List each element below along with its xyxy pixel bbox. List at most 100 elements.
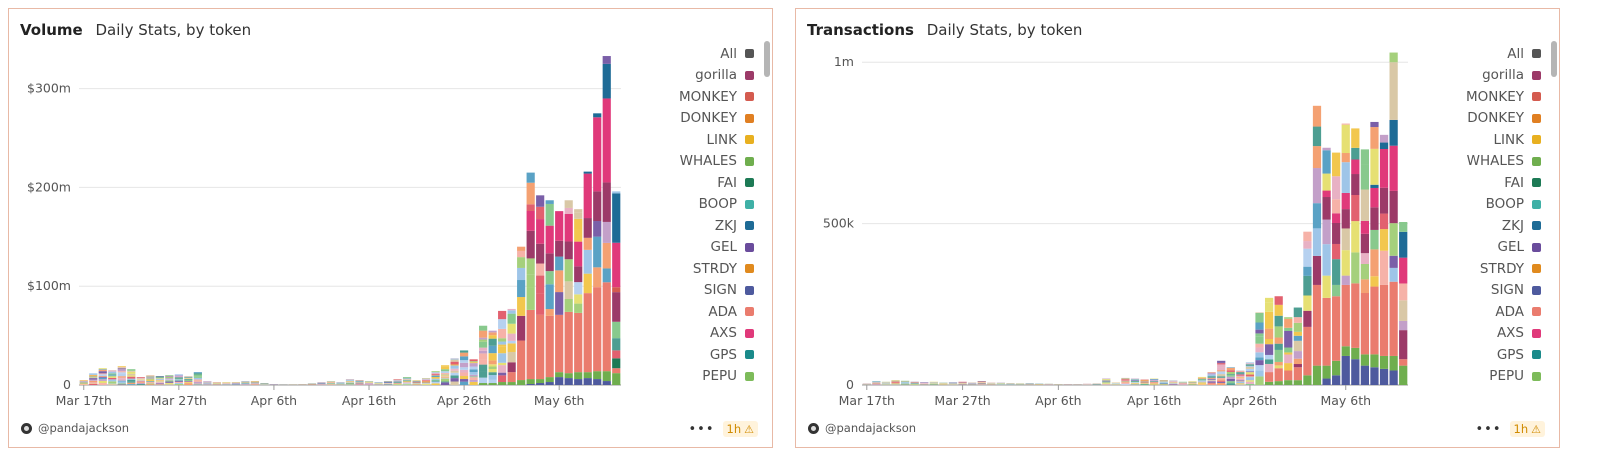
bar-segment-other[interactable] <box>612 338 621 351</box>
bar-segment-ada[interactable] <box>555 314 564 373</box>
bar-segment-other[interactable] <box>469 361 478 363</box>
bar-segment-other[interactable] <box>1322 173 1331 191</box>
bar-segment-other[interactable] <box>184 382 193 384</box>
bar-segment-other[interactable] <box>1121 378 1130 380</box>
bar-segment-whales[interactable] <box>536 379 545 384</box>
bar-segment-other[interactable] <box>1322 147 1331 151</box>
bar-segment-other[interactable] <box>1293 331 1302 336</box>
bar-segment-other[interactable] <box>117 376 126 378</box>
bar-segment-ada[interactable] <box>593 287 602 372</box>
bar-segment-other[interactable] <box>440 369 450 372</box>
bar-segment-other[interactable] <box>345 382 355 383</box>
bar-segment-other[interactable] <box>1150 378 1159 380</box>
bar-segment-other[interactable] <box>412 383 421 385</box>
bar-4[interactable] <box>117 366 126 385</box>
bar-segment-other[interactable] <box>469 380 478 382</box>
bar-segment-other[interactable] <box>431 375 440 377</box>
bar-segment-sign[interactable] <box>536 383 545 385</box>
bar-segment-other[interactable] <box>136 378 145 380</box>
bar-segment-other[interactable] <box>450 370 459 373</box>
bar-segment-other[interactable] <box>488 372 497 376</box>
bar-segment-other[interactable] <box>1130 383 1140 385</box>
bar-segment-other[interactable] <box>155 383 164 385</box>
bar-segment-axs[interactable] <box>526 210 535 231</box>
bar-segment-other[interactable] <box>1293 317 1302 323</box>
bar-segment-other[interactable] <box>1379 250 1389 285</box>
bar-segment-other[interactable] <box>450 368 459 370</box>
bar-segment-other[interactable] <box>517 257 526 268</box>
bar-41[interactable] <box>469 359 478 385</box>
bar-segment-other[interactable] <box>1226 374 1235 376</box>
bar-segment-other[interactable] <box>1245 365 1255 367</box>
bar-segment-other[interactable] <box>1351 252 1360 284</box>
bar-segment-other[interactable] <box>421 379 431 381</box>
legend-item-boop[interactable]: BOOP <box>1421 194 1541 216</box>
bar-segment-gorilla[interactable] <box>583 218 592 238</box>
bar-segment-gorilla[interactable] <box>612 292 621 322</box>
bar-segment-other[interactable] <box>345 383 355 385</box>
bar-segment-other[interactable] <box>383 382 393 384</box>
bar-segment-other[interactable] <box>146 375 155 377</box>
bar-segment-gorilla[interactable] <box>1360 233 1370 254</box>
bar-segment-other[interactable] <box>1341 153 1350 163</box>
bar-segment-other[interactable] <box>1245 376 1255 378</box>
bar-segment-other[interactable] <box>127 370 136 372</box>
bar-segment-sign[interactable] <box>602 381 611 385</box>
legend-item-gorilla[interactable]: gorilla <box>1421 65 1541 87</box>
bar-segment-other[interactable] <box>488 366 497 369</box>
bar-segment-other[interactable] <box>1264 363 1274 373</box>
bar-segment-other[interactable] <box>900 382 910 383</box>
bar-segment-other[interactable] <box>412 383 421 384</box>
bar-segment-other[interactable] <box>1226 383 1235 385</box>
bar-54[interactable] <box>593 113 602 385</box>
bar-segment-other[interactable] <box>460 367 469 370</box>
bar-segment-other[interactable] <box>583 237 592 250</box>
bar-segment-other[interactable] <box>355 384 364 385</box>
bar-segment-other[interactable] <box>1332 259 1341 285</box>
bar-segment-other[interactable] <box>1207 382 1216 384</box>
bar-segment-other[interactable] <box>136 384 145 385</box>
bar-segment-other[interactable] <box>498 310 507 320</box>
bar-segment-other[interactable] <box>1264 311 1274 319</box>
bar-segment-axs[interactable] <box>545 225 554 254</box>
bar-segment-other[interactable] <box>1207 383 1216 385</box>
bar-segment-other[interactable] <box>526 287 535 310</box>
bar-segment-other[interactable] <box>440 373 450 376</box>
bar-segment-other[interactable] <box>479 371 488 378</box>
bar-segment-other[interactable] <box>117 366 126 368</box>
bar-segment-other[interactable] <box>421 384 431 385</box>
bar-segment-other[interactable] <box>174 383 183 385</box>
legend-item-all[interactable]: All <box>1421 43 1541 65</box>
legend-item-pepu[interactable]: PEPU <box>634 366 754 388</box>
bar-segment-other[interactable] <box>108 373 117 375</box>
bar-segment-whales[interactable] <box>1341 346 1350 356</box>
bar-segment-other[interactable] <box>431 378 440 380</box>
bar-segment-other[interactable] <box>136 379 145 381</box>
bar-segment-other[interactable] <box>469 369 478 373</box>
bar-segment-other[interactable] <box>1284 347 1293 353</box>
bar-11[interactable] <box>968 382 977 385</box>
bar-48[interactable] <box>1322 147 1331 385</box>
bar-segment-axs[interactable] <box>564 213 573 242</box>
bar-segment-other[interactable] <box>108 379 117 382</box>
bar-segment-ada[interactable] <box>536 314 545 380</box>
bar-segment-other[interactable] <box>174 374 183 376</box>
bar-segment-other[interactable] <box>1226 375 1235 377</box>
bar-55[interactable] <box>1389 52 1398 385</box>
bar-segment-other[interactable] <box>1332 176 1341 200</box>
bar-segment-other[interactable] <box>1303 248 1312 267</box>
bar-segment-other[interactable] <box>517 297 526 316</box>
bar-segment-other[interactable] <box>89 377 98 379</box>
bar-segment-other[interactable] <box>479 330 488 338</box>
bar-segment-other[interactable] <box>241 382 250 384</box>
bar-segment-other[interactable] <box>1140 380 1149 382</box>
bar-segment-other[interactable] <box>1207 372 1216 375</box>
bar-segment-other[interactable] <box>421 380 431 382</box>
bar-segment-axs[interactable] <box>555 211 564 241</box>
bar-segment-other[interactable] <box>450 381 459 385</box>
bar-segment-other[interactable] <box>1351 195 1360 222</box>
bar-segment-sign[interactable] <box>593 379 602 385</box>
bar-segment-sign[interactable] <box>526 384 535 385</box>
bar-segment-zkj[interactable] <box>1379 142 1389 150</box>
bar-segment-other[interactable] <box>498 362 507 366</box>
